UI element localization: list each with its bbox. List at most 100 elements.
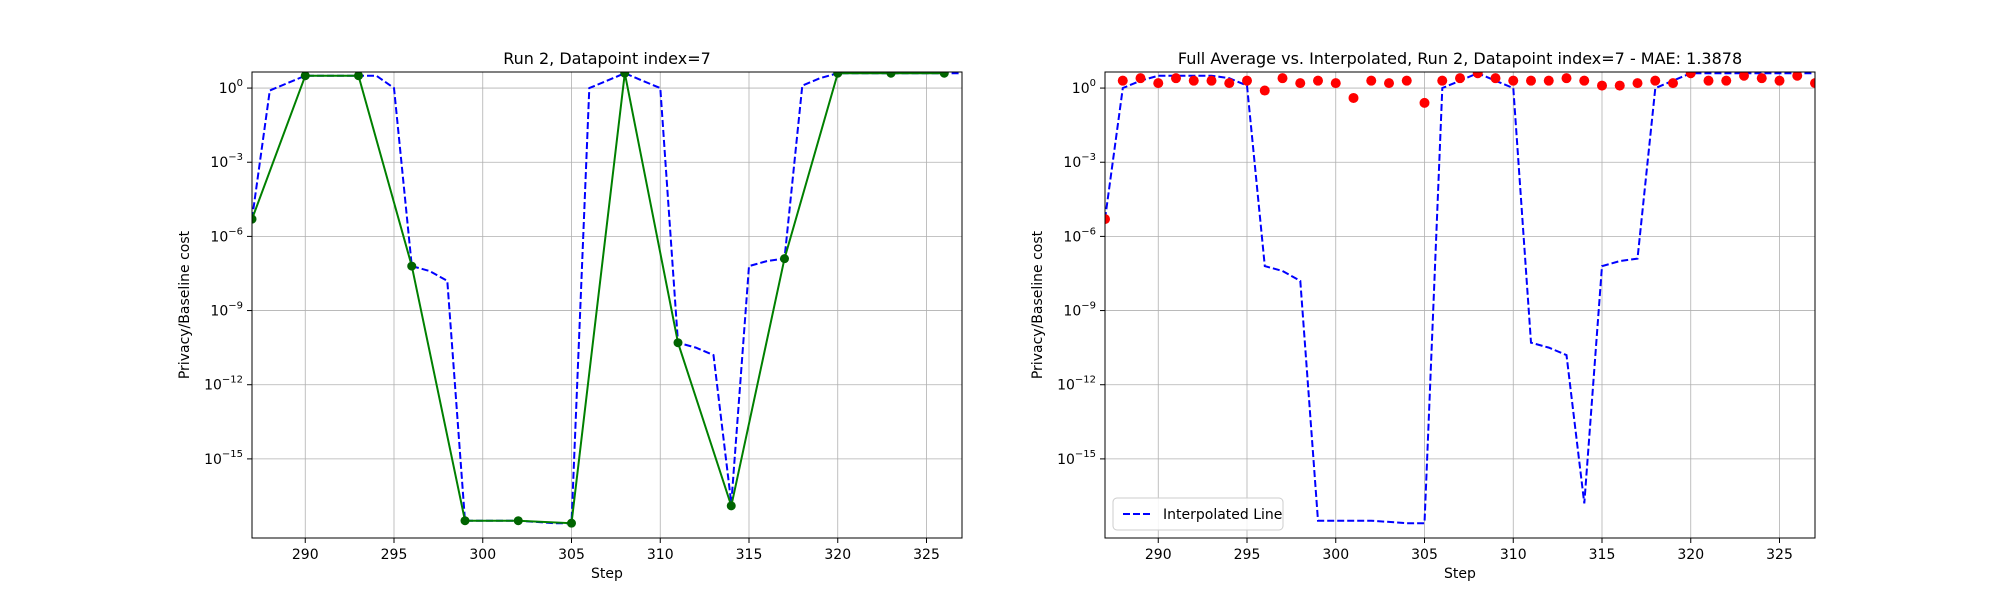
- data-point: [1561, 73, 1572, 84]
- x-tick-label: 315: [736, 547, 763, 563]
- series-solid-line: [252, 72, 945, 525]
- data-point: [1721, 75, 1732, 86]
- legend-box: [1112, 497, 1284, 531]
- data-point: [1472, 72, 1483, 79]
- data-point: [1597, 80, 1607, 91]
- axes-frame: [1104, 71, 1816, 539]
- data-point: [354, 72, 363, 81]
- y-axis-label: Privacy/Baseline cost: [1030, 230, 1046, 379]
- data-point: [1668, 78, 1678, 89]
- x-tick-label: 300: [1322, 547, 1349, 563]
- data-point: [1295, 78, 1306, 89]
- x-tick-label: 295: [1234, 547, 1261, 563]
- x-axis-label: Step: [1444, 566, 1476, 582]
- chart-run2: 290 295 300 305 310 315 320 325 100 10−3 10−6 10−9 1…: [177, 49, 963, 582]
- chart-full-average-vs-interpolated: 290 295 300 305 310 315 320 325 100 10−3 10−6 10−9 1…: [1030, 49, 1816, 582]
- x-tick-label: 325: [1766, 547, 1793, 563]
- y-tick-label: 10−3: [210, 152, 243, 171]
- x-tick-label: 300: [469, 547, 496, 563]
- legend-label: Interpolated Line: [1163, 507, 1282, 523]
- data-point: [513, 516, 523, 526]
- x-tick-label: 320: [1677, 547, 1704, 563]
- data-point: [1579, 75, 1590, 86]
- x-tick-label: 325: [913, 547, 940, 563]
- x-tick-label: 310: [647, 547, 674, 563]
- plot-area: [252, 72, 962, 538]
- data-point: [1632, 78, 1643, 89]
- data-point: [1384, 78, 1394, 89]
- data-point: [1774, 75, 1785, 86]
- x-tick-label: 320: [824, 547, 851, 563]
- data-point: [300, 72, 310, 81]
- axes-frame: [251, 71, 963, 539]
- data-point: [1366, 75, 1377, 86]
- y-tick-label: 10−3: [1063, 152, 1096, 171]
- data-point: [1419, 97, 1430, 108]
- plot-series: [252, 72, 962, 528]
- y-tick-label: 100: [1072, 78, 1096, 97]
- data-point: [1756, 73, 1767, 84]
- x-axis-label: Step: [591, 566, 623, 582]
- data-point: [1490, 73, 1501, 84]
- data-point: [1739, 72, 1749, 81]
- y-tick-label: 10−12: [1057, 375, 1096, 394]
- data-point: [1171, 73, 1181, 84]
- legend: Interpolated Line: [1112, 497, 1284, 531]
- x-tick-label: 295: [381, 547, 408, 563]
- data-point: [620, 72, 630, 78]
- y-tick-label: 10−9: [210, 301, 243, 320]
- data-point: [1455, 73, 1465, 84]
- data-point: [886, 72, 896, 78]
- data-point: [1401, 75, 1412, 86]
- y-tick-label: 10−9: [1063, 301, 1096, 320]
- y-tick-label: 100: [219, 78, 243, 97]
- data-point: [1117, 75, 1128, 86]
- data-point: [1313, 75, 1323, 86]
- data-point: [1188, 75, 1199, 86]
- data-point: [1330, 78, 1341, 89]
- data-point: [780, 254, 789, 264]
- plot-series: [1105, 72, 1815, 525]
- data-point: [460, 516, 470, 526]
- y-axis-label: Privacy/Baseline cost: [177, 230, 193, 379]
- data-point: [567, 518, 576, 528]
- y-tick-label: 10−6: [210, 226, 243, 245]
- data-point: [1224, 78, 1235, 89]
- data-point: [1543, 75, 1554, 86]
- data-point: [1206, 75, 1217, 86]
- data-point: [1242, 75, 1252, 86]
- x-tick-label: 310: [1500, 547, 1527, 563]
- chart-title: Full Average vs. Interpolated, Run 2, Da…: [1178, 49, 1742, 68]
- x-tick-label: 290: [292, 547, 319, 563]
- data-point: [1135, 73, 1146, 84]
- data-point: [673, 338, 683, 348]
- y-tick-label: 10−15: [1057, 449, 1096, 468]
- x-tick-label: 290: [1145, 547, 1172, 563]
- y-tick-label: 10−12: [204, 375, 243, 394]
- data-point: [1614, 80, 1625, 91]
- data-point: [1685, 72, 1696, 79]
- data-point: [1348, 92, 1359, 103]
- data-point: [1703, 75, 1714, 86]
- x-tick-label: 305: [1411, 547, 1438, 563]
- data-point: [1526, 75, 1536, 86]
- chart-title: Run 2, Datapoint index=7: [503, 49, 711, 68]
- data-point: [726, 501, 736, 511]
- data-point: [1277, 73, 1288, 84]
- data-point: [1437, 75, 1448, 86]
- data-point: [939, 72, 949, 78]
- plot-area: [1105, 72, 1815, 538]
- data-point: [833, 72, 843, 78]
- y-tick-label: 10−6: [1063, 226, 1096, 245]
- data-point: [252, 214, 257, 224]
- data-point: [1153, 78, 1164, 89]
- data-point: [1792, 72, 1803, 81]
- data-point: [1810, 78, 1815, 89]
- x-tick-label: 315: [1589, 547, 1616, 563]
- data-point: [1508, 75, 1519, 86]
- data-point: [1650, 75, 1661, 86]
- data-point: [1105, 214, 1110, 225]
- data-point: [1259, 85, 1270, 96]
- x-tick-label: 305: [558, 547, 585, 563]
